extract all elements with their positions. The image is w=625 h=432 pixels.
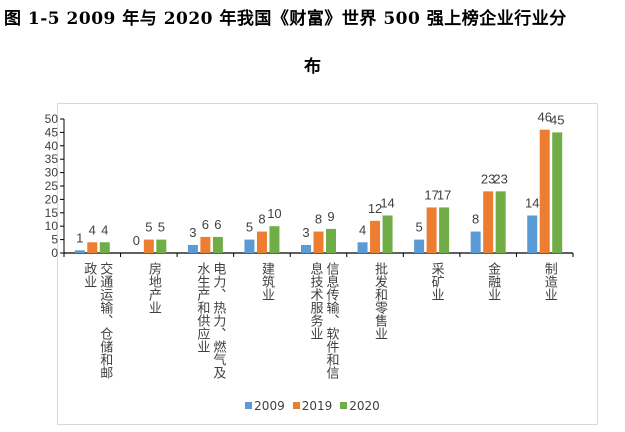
bar-2020	[495, 191, 506, 253]
data-label-2009: 14	[525, 195, 539, 210]
y-tick-label: 5	[51, 233, 58, 247]
bar-2020	[99, 242, 110, 253]
data-label-2009: 5	[246, 220, 253, 235]
y-tick-label: 0	[51, 246, 58, 260]
bar-2020	[326, 228, 336, 253]
bar-2009	[357, 242, 368, 253]
data-label-2019: 46	[537, 110, 551, 125]
y-tick-label: 15	[45, 206, 59, 220]
bar-2009	[187, 244, 198, 253]
data-label-2009: 3	[189, 225, 196, 240]
legend-swatch	[340, 402, 348, 409]
bar-2019	[143, 239, 154, 253]
figure-title-continued: 布	[304, 57, 321, 77]
data-label-2009: 0	[133, 233, 140, 248]
legend-swatch	[245, 402, 253, 409]
bar-2009	[414, 239, 425, 253]
bar-2009	[301, 244, 311, 253]
legend-label: 2009	[254, 398, 285, 413]
bar-2020	[212, 236, 223, 253]
x-category-label: 采矿业	[428, 262, 444, 301]
y-tick-label: 10	[45, 219, 59, 233]
legend-label: 2020	[349, 398, 380, 413]
bar-2019	[483, 191, 494, 253]
bar-2009	[470, 231, 481, 253]
bar-2009	[74, 250, 85, 253]
y-tick-label: 25	[45, 179, 59, 193]
data-label-2020: 23	[493, 171, 507, 186]
data-label-2019: 8	[315, 212, 322, 227]
bar-2020	[382, 215, 393, 253]
figure-title: 图 1-5 2009 年与 2020 年我国《财富》世界 500 强上榜企业行业…	[4, 9, 567, 29]
data-label-2019: 6	[202, 217, 209, 232]
data-label-2020: 4	[101, 222, 108, 237]
x-category-label: 制造业	[541, 262, 557, 301]
y-tick-label: 40	[45, 139, 59, 153]
data-label-2019: 4	[89, 222, 96, 237]
bar-2020	[269, 226, 280, 253]
chart-frame	[57, 103, 598, 425]
data-label-2009: 5	[415, 220, 422, 235]
chart-legend: 2009 2019 2020	[0, 398, 625, 413]
data-label-2020: 6	[214, 217, 221, 232]
bar-2019	[87, 242, 98, 253]
legend-swatch	[292, 402, 300, 409]
data-label-2020: 5	[158, 220, 165, 235]
bar-2019	[256, 231, 267, 253]
data-label-2020: 10	[267, 206, 281, 221]
y-tick-label: 30	[45, 166, 59, 180]
bar-2009	[527, 215, 538, 253]
data-label-2020: 45	[550, 112, 564, 127]
legend-item-2019: 2019	[292, 398, 333, 413]
data-label-2009: 1	[76, 230, 83, 245]
x-category-label: 信息传输、软件和信息技术服务业	[307, 262, 339, 379]
bar-2019	[539, 129, 550, 253]
data-label-2020: 14	[380, 195, 394, 210]
x-category-label: 金融业	[485, 262, 501, 301]
data-label-2009: 8	[472, 212, 479, 227]
y-tick-label: 20	[45, 192, 59, 206]
x-category-label: 电力、热力、燃气及水生产和供应业	[194, 262, 226, 379]
data-label-2019: 8	[258, 212, 265, 227]
bar-2019	[313, 231, 324, 253]
data-label-2020: 9	[327, 209, 334, 224]
bar-2020	[439, 207, 450, 253]
bar-2019	[200, 236, 211, 253]
y-tick-label: 45	[45, 125, 59, 139]
legend-item-2009: 2009	[245, 399, 285, 413]
legend-item-2020: 2020	[340, 399, 380, 413]
bar-2009	[244, 239, 255, 253]
x-category-label: 建筑业	[258, 262, 274, 301]
data-label-2020: 17	[437, 187, 451, 202]
legend-label: 2019	[301, 398, 333, 413]
bar-2020	[552, 132, 563, 253]
data-label-2019: 23	[481, 171, 495, 186]
y-tick-label: 35	[45, 152, 59, 166]
data-label-2019: 17	[424, 187, 438, 202]
x-category-label: 房地产业	[145, 262, 161, 314]
data-label-2019: 12	[368, 201, 382, 216]
data-label-2019: 5	[145, 220, 152, 235]
data-label-2009: 3	[302, 225, 309, 240]
bar-2019	[426, 207, 437, 253]
y-tick-label: 50	[45, 112, 59, 126]
data-label-2009: 4	[359, 222, 366, 237]
bar-2019	[370, 220, 381, 253]
bar-2020	[156, 239, 167, 253]
x-category-label: 批发和零售业	[372, 262, 388, 340]
x-category-label: 交通运输、仓储和邮政业	[81, 262, 113, 379]
